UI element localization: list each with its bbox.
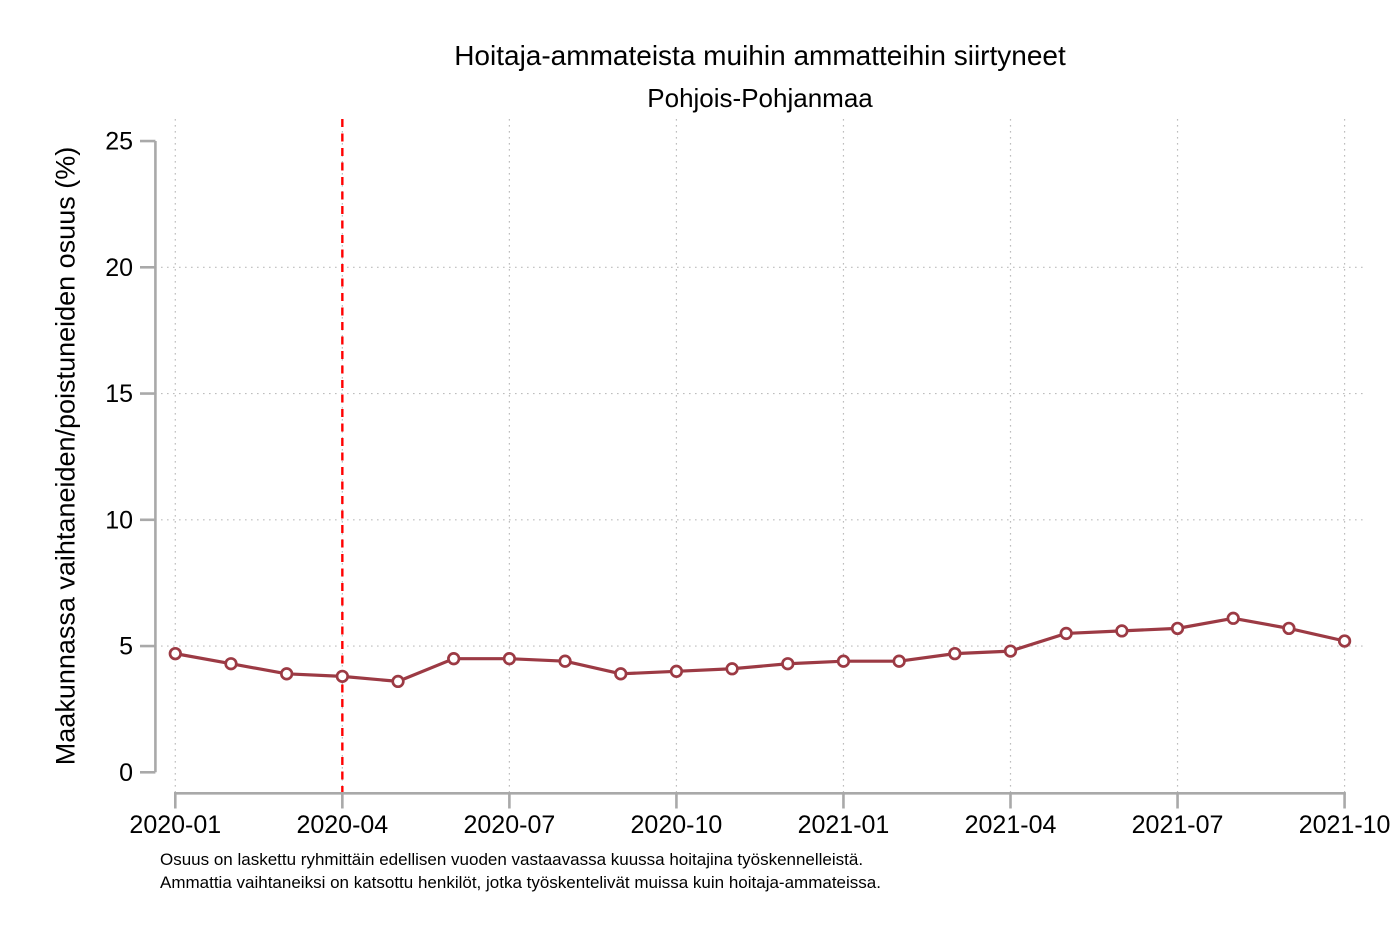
x-tick-label: 2020-10 [631,811,723,839]
data-point-marker [1003,644,1018,658]
data-point-marker [669,664,684,678]
data-point-marker [558,654,572,668]
footnote-line-1: Osuus on laskettu ryhmittäin edellisen v… [160,850,864,869]
x-tick-label: 2021-07 [1132,811,1224,839]
data-point-marker [1170,621,1185,636]
x-tick-label: 2021-04 [965,811,1057,839]
y-tick-label: 10 [105,506,133,534]
x-tick-label: 2020-01 [129,811,221,839]
data-point-marker [447,652,461,666]
y-tick-label: 0 [119,759,133,787]
data-point-marker [1337,634,1352,648]
data-point-marker [614,667,628,681]
data-point-marker [335,669,349,683]
data-point-marker [781,657,795,671]
footnote-block: Osuus on laskettu ryhmittäin edellisen v… [160,849,881,894]
data-point-marker [224,657,238,671]
data-point-marker [168,646,182,661]
footnote-line-2: Ammattia vaihtaneiksi on katsottu henkil… [160,872,881,892]
chart-subtitle: Pohjois-Pohjanmaa [647,83,873,113]
data-point-marker [1282,621,1296,636]
x-tick-label: 2021-01 [798,811,890,839]
y-tick-label: 15 [105,380,133,408]
data-point-marker [1226,611,1240,625]
data-point-marker [725,662,739,676]
data-point-marker [948,646,962,661]
data-point-marker [1115,624,1129,638]
data-point-marker [836,654,851,668]
series-line [173,616,1347,684]
x-tick-label: 2020-04 [296,811,388,839]
data-point-marker [502,652,517,666]
data-point-marker [391,674,405,689]
data-point-marker [280,667,294,681]
data-point-marker [892,654,906,668]
chart-title: Hoitaja-ammateista muihin ammatteihin si… [454,40,1066,71]
x-tick-label: 2020-07 [464,811,556,839]
x-tick-label: 2021-10 [1299,811,1391,839]
y-tick-label: 25 [105,128,133,156]
y-tick-label: 5 [119,633,133,661]
data-point-marker [1059,626,1073,641]
y-tick-label: 20 [105,254,133,282]
